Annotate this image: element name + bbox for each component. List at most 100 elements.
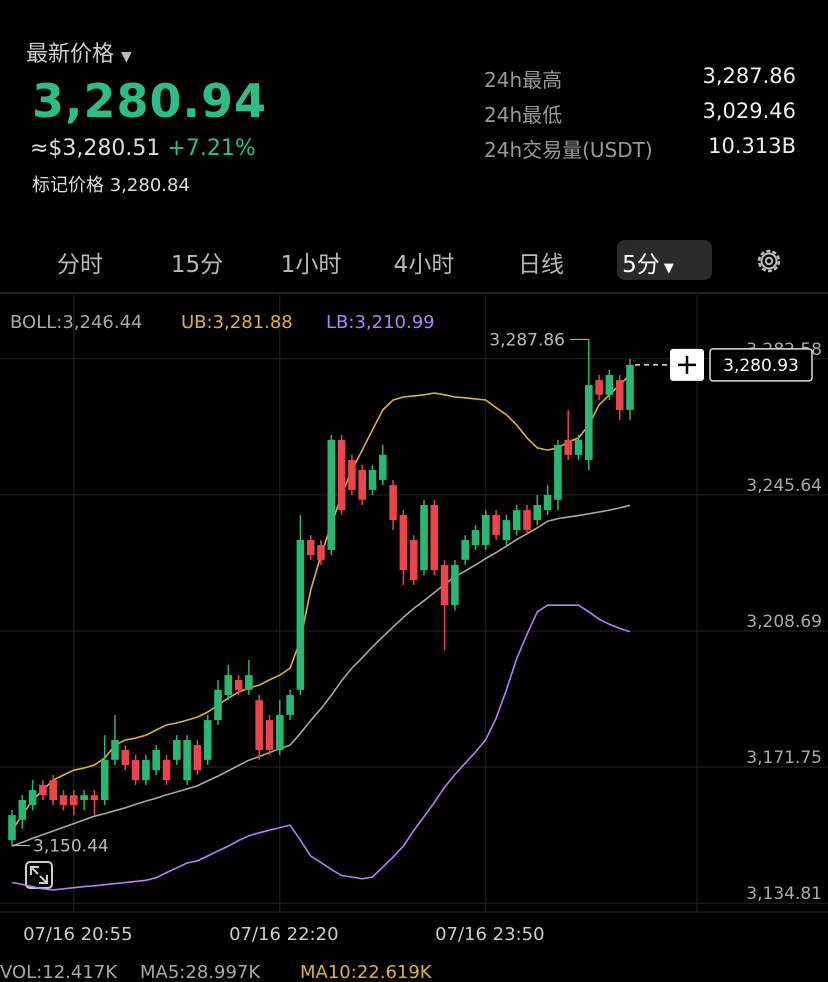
price-line: ≈$3,280.51 +7.21%	[30, 136, 256, 161]
candle-body	[348, 460, 356, 490]
stat-value: 3,029.46	[702, 99, 796, 123]
candle-body	[193, 745, 202, 771]
candle-body	[523, 510, 531, 531]
volume-legend: MA5:28.997K	[140, 962, 261, 982]
candle-body	[512, 510, 521, 531]
candle-body	[276, 714, 284, 750]
candle-body	[255, 700, 263, 750]
candle-body	[595, 380, 603, 395]
y-tick-label: 3,134.81	[746, 884, 822, 904]
mark-price: 标记价格 3,280.84	[32, 171, 190, 197]
volume-legend: MA10:22.619K	[300, 962, 433, 982]
candle-body	[234, 679, 243, 690]
price-title[interactable]: 最新价格 ▼	[26, 36, 132, 68]
candle-body	[173, 739, 181, 760]
candle-body	[358, 469, 366, 500]
tab[interactable]: 分时	[57, 252, 103, 278]
candle-body	[306, 539, 315, 556]
candle-body	[379, 454, 387, 480]
usd-price: ≈$3,280.51	[30, 136, 161, 161]
tab[interactable]: 1小时	[280, 252, 342, 278]
candle-body	[337, 439, 346, 511]
candle-body	[389, 485, 397, 521]
candle-body	[28, 790, 37, 806]
candle-body	[605, 374, 614, 395]
candle-body	[368, 469, 377, 490]
tab[interactable]: 15分	[170, 252, 224, 278]
candle-body	[440, 565, 449, 606]
candle-body	[471, 530, 480, 546]
stat-label: 24h最高	[484, 68, 563, 92]
volume-legend: VOL:12.417K	[0, 962, 118, 982]
candle-body	[420, 504, 428, 571]
stat-value: 10.313B	[708, 134, 796, 158]
boll-line	[11, 604, 631, 891]
dropdown-arrow: ▼	[659, 261, 674, 276]
candle-body	[409, 539, 418, 581]
x-tick-label: 07/16 23:50	[435, 924, 544, 945]
candle-body	[18, 800, 27, 820]
indicator-legend: LB:3,210.99	[326, 312, 435, 333]
x-tick-label: 07/16 20:55	[23, 924, 132, 945]
candle-body	[296, 539, 305, 690]
change: +7.21%	[167, 136, 256, 161]
price-tag-label: 3,280.93	[723, 356, 799, 376]
candle-body	[183, 739, 191, 781]
y-tick-label: 3,171.75	[746, 748, 822, 768]
candle-body	[214, 689, 222, 721]
candle-body	[49, 780, 57, 801]
last-price: 3,280.94	[32, 74, 267, 128]
candle-body	[80, 795, 88, 801]
settings-icon[interactable]	[754, 246, 784, 276]
low-marker-label: 3,150.44	[33, 837, 109, 857]
candle-body	[482, 514, 490, 546]
candle-body	[533, 504, 542, 521]
title-text: 最新价格	[26, 42, 115, 67]
expand-icon[interactable]	[25, 861, 53, 889]
candle-body	[564, 439, 572, 455]
candle-body	[492, 514, 500, 536]
stat-value: 3,287.86	[702, 64, 796, 88]
candle-body	[152, 749, 160, 771]
candle-body	[543, 495, 552, 511]
candle-body	[574, 439, 583, 455]
tab[interactable]: 5分 ▼	[622, 252, 674, 278]
mark-value: 3,280.84	[109, 175, 190, 196]
candle-body	[39, 784, 47, 796]
candle-body	[90, 795, 99, 801]
y-tick-label: 3,208.69	[746, 612, 822, 632]
candle-body	[399, 514, 408, 571]
candle-body	[121, 749, 130, 766]
candle-body	[224, 675, 233, 696]
candle-body	[203, 720, 212, 760]
candle-body	[615, 380, 624, 410]
candle-body	[70, 795, 78, 806]
candle-body	[626, 364, 634, 410]
candle-body	[8, 815, 16, 841]
tab[interactable]: 4小时	[393, 252, 455, 278]
candle-body	[162, 759, 171, 781]
indicator-legend: UB:3,281.88	[181, 312, 293, 333]
tab[interactable]: 日线	[518, 252, 564, 278]
stat-label: 24h最低	[484, 103, 563, 127]
candle-body	[142, 759, 150, 781]
candle-body	[59, 795, 68, 806]
candle-body	[317, 545, 325, 560]
y-tick-label: 3,245.64	[746, 476, 822, 496]
candle-body	[430, 504, 439, 571]
candle-body	[111, 739, 119, 760]
candle-body	[554, 444, 562, 500]
plus-icon	[678, 355, 696, 374]
stat-label: 24h交易量(USDT)	[484, 138, 653, 162]
indicator-legend: BOLL:3,246.44	[10, 312, 142, 333]
high-marker-label: 3,287.86	[489, 330, 565, 350]
candle-body	[451, 565, 459, 606]
mark-label: 标记价格	[32, 175, 104, 196]
candle-body	[131, 759, 140, 781]
candle-body	[502, 520, 511, 540]
candle-body	[327, 439, 336, 550]
dropdown-arrow: ▼	[121, 49, 132, 65]
tab-pill	[617, 240, 712, 280]
